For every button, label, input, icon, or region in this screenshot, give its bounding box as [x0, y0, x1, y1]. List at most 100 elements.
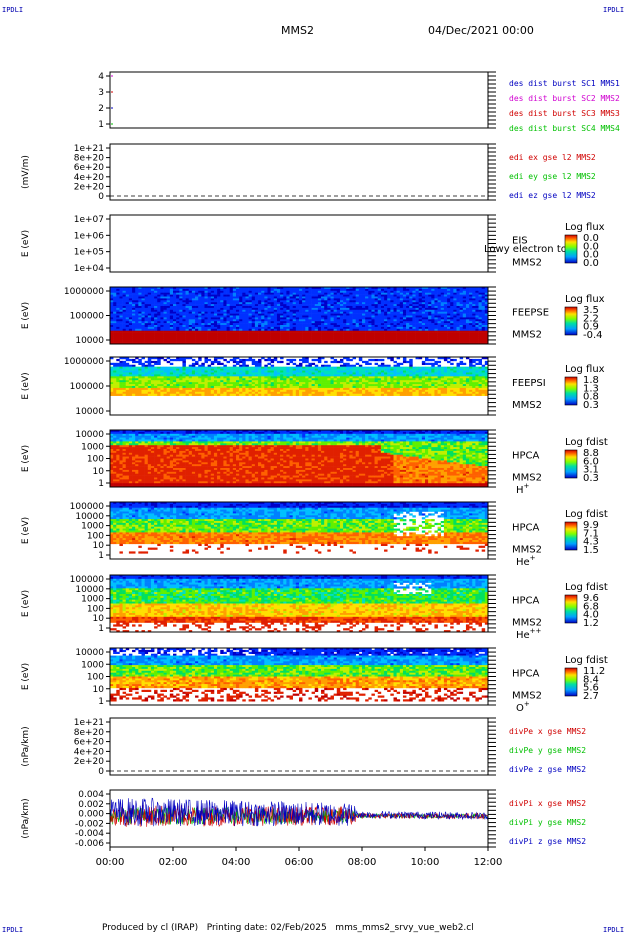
heatmap-cell	[213, 366, 218, 369]
heatmap-cell	[147, 315, 152, 318]
heatmap-cell	[314, 323, 319, 326]
heatmap-cell	[217, 307, 221, 311]
heatmap-cell	[273, 366, 278, 369]
heatmap-cell	[204, 294, 208, 297]
heatmap-cell	[132, 378, 136, 381]
heatmap-cell	[456, 304, 460, 307]
heatmap-cell	[402, 315, 407, 318]
heatmap-cell	[308, 292, 312, 295]
heatmap-cell	[157, 306, 161, 309]
heatmap-cell	[333, 323, 338, 326]
heatmap-cell	[443, 294, 448, 297]
heatmap-cell	[119, 391, 123, 395]
heatmap-cell	[150, 294, 155, 297]
heatmap-cell	[283, 336, 287, 339]
heatmap-cell	[144, 321, 149, 324]
heatmap-cell	[472, 340, 476, 343]
heatmap-cell	[409, 287, 413, 290]
heatmap-cell	[154, 317, 158, 320]
heatmap-cell	[450, 336, 454, 339]
heatmap-cell	[195, 376, 199, 379]
heatmap-cell	[299, 370, 303, 373]
heatmap-cell	[122, 294, 127, 297]
heatmap-cell	[437, 338, 442, 341]
heatmap-cell	[217, 372, 221, 375]
heatmap-cell	[472, 300, 476, 303]
heatmap-cell	[179, 298, 183, 301]
heatmap-cell	[440, 292, 445, 295]
heatmap-cell	[135, 386, 139, 389]
heatmap-cell	[358, 309, 363, 312]
heatmap-cell	[204, 380, 208, 383]
heatmap-cell	[239, 326, 243, 330]
heatmap-cell	[358, 336, 363, 339]
heatmap-cell	[415, 304, 419, 307]
heatmap-cell	[321, 290, 325, 293]
heatmap-cell	[393, 294, 397, 297]
heatmap-cell	[191, 296, 196, 299]
heatmap-cell	[188, 357, 193, 360]
heatmap-cell	[141, 357, 145, 360]
heatmap-cell	[141, 393, 145, 396]
heatmap-cell	[270, 330, 275, 333]
heatmap-cell	[406, 325, 410, 328]
heatmap-cell	[425, 288, 429, 292]
heatmap-cell	[355, 334, 360, 337]
heatmap-cell	[141, 370, 145, 373]
heatmap-cell	[399, 319, 404, 322]
heatmap-cell	[160, 288, 164, 292]
heatmap-cell	[387, 302, 391, 305]
heatmap-cell	[387, 323, 391, 326]
heatmap-cell	[311, 302, 316, 305]
heatmap-cell	[434, 325, 438, 328]
heatmap-cell	[223, 342, 227, 345]
heatmap-cell	[393, 330, 397, 333]
heatmap-cell	[261, 288, 265, 292]
heatmap-cell	[324, 387, 328, 391]
heatmap-cell	[459, 300, 464, 303]
heatmap-cell	[138, 332, 142, 335]
heatmap-cell	[204, 366, 208, 369]
heatmap-cell	[166, 372, 171, 375]
heatmap-cell	[138, 374, 142, 377]
heatmap-cell	[324, 336, 328, 339]
heatmap-cell	[311, 304, 316, 307]
heatmap-cell	[352, 290, 356, 293]
heatmap-cell	[270, 364, 275, 367]
heatmap-cell	[289, 338, 293, 341]
heatmap-cell	[163, 290, 167, 293]
heatmap-cell	[327, 330, 331, 333]
heatmap-cell	[220, 370, 224, 373]
heatmap-cell	[182, 376, 186, 379]
heatmap-cell	[336, 376, 341, 379]
heatmap-cell	[352, 296, 356, 299]
heatmap-cell	[254, 319, 259, 322]
heatmap-cell	[245, 384, 249, 387]
heatmap-cell	[144, 391, 149, 395]
heatmap-cell	[358, 307, 363, 311]
heatmap-cell	[472, 325, 476, 328]
heatmap-cell	[321, 368, 325, 371]
heatmap-cell	[119, 338, 123, 341]
heatmap-cell	[125, 321, 130, 324]
heatmap-cell	[456, 292, 460, 295]
heatmap-cell	[248, 372, 253, 375]
heatmap-cell	[226, 290, 230, 293]
heatmap-cell	[339, 288, 344, 292]
heatmap-cell	[201, 386, 205, 389]
heatmap-cell	[210, 342, 215, 345]
heatmap-cell	[166, 311, 171, 314]
heatmap-cell	[311, 358, 316, 362]
heatmap-cell	[122, 309, 127, 312]
heatmap-cell	[384, 298, 388, 301]
heatmap-cell	[362, 323, 366, 326]
heatmap-cell	[302, 321, 306, 324]
legend-entry: des dist burst SC2 MMS2	[509, 94, 620, 103]
heatmap-cell	[365, 288, 369, 292]
heatmap-cell	[399, 328, 404, 331]
heatmap-cell	[292, 376, 297, 379]
heatmap-cell	[428, 336, 432, 339]
heatmap-cell	[232, 372, 237, 375]
heatmap-cell	[188, 336, 193, 339]
heatmap-cell	[371, 294, 375, 297]
